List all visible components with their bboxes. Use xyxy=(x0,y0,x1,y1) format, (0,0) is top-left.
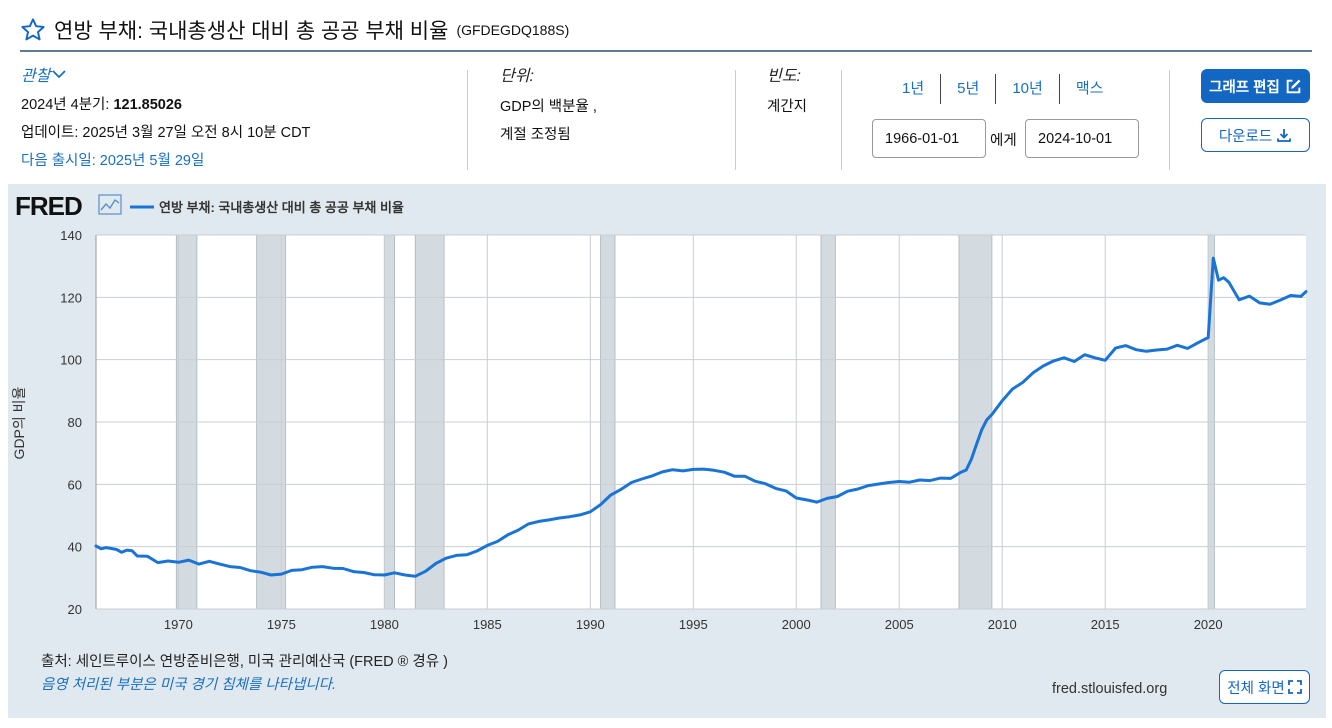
end-date-input[interactable] xyxy=(1025,119,1139,158)
frequency-label: 빈도: xyxy=(767,68,801,85)
download-icon xyxy=(1277,129,1292,142)
observation-period: 2024년 4분기: xyxy=(21,97,110,113)
y-tick-label: 80 xyxy=(68,415,82,430)
range-10y-button[interactable]: 10년 xyxy=(996,74,1060,104)
observation-value: 121.85026 xyxy=(113,97,182,113)
y-tick-label: 20 xyxy=(68,602,82,617)
divider xyxy=(1169,70,1170,170)
divider xyxy=(467,70,468,170)
legend-label: 연방 부채: 국내총생산 대비 총 공공 부채 비율 xyxy=(159,200,404,215)
x-tick-label: 1985 xyxy=(473,617,502,632)
download-button[interactable]: 다운로드 xyxy=(1201,118,1310,152)
edit-graph-label: 그래프 편집 xyxy=(1209,79,1280,96)
frequency-block: 빈도: 계간지 xyxy=(767,62,827,170)
y-axis-label: GDP의 비율 xyxy=(11,386,27,459)
y-tick-label: 120 xyxy=(60,290,82,305)
fred-url[interactable]: fred.stlouisfed.org xyxy=(1052,681,1168,697)
star-icon[interactable] xyxy=(20,17,46,43)
x-tick-label: 2015 xyxy=(1091,617,1120,632)
series-code: (GFDEGDQ188S) xyxy=(456,22,570,38)
chevron-down-icon xyxy=(52,70,67,79)
observation-label: 관찰 xyxy=(21,68,51,85)
y-tick-label: 100 xyxy=(60,353,82,368)
title-bar: 연방 부채: 국내총생산 대비 총 공공 부채 비율 (GFDEGDQ188S) xyxy=(20,10,1312,52)
x-tick-label: 2005 xyxy=(885,617,914,632)
next-release-link[interactable]: 다음 출시일: 2025년 5월 29일 xyxy=(21,153,205,169)
x-tick-label: 1980 xyxy=(370,617,399,632)
edit-graph-button[interactable]: 그래프 편집 xyxy=(1201,69,1310,103)
range-5y-button[interactable]: 5년 xyxy=(941,74,997,104)
units-block: 단위: GDP의 백분율 , 계절 조정됨 xyxy=(500,62,740,170)
latest-observation: 2024년 4분기: 121.85026 xyxy=(21,93,451,114)
x-tick-label: 2000 xyxy=(782,617,811,632)
range-max-button[interactable]: 맥스 xyxy=(1075,80,1104,97)
units-line1: GDP의 백분율 , xyxy=(500,99,597,115)
fred-logo: FRED xyxy=(15,191,82,221)
updated-date: 업데이트: 2025년 3월 27일 오전 8시 10분 CDT xyxy=(21,125,311,141)
start-date-input[interactable] xyxy=(872,119,986,158)
page-title: 연방 부채: 국내총생산 대비 총 공공 부채 비율 xyxy=(54,20,449,43)
fullscreen-icon xyxy=(1287,680,1302,694)
series-metadata: 관찰 2024년 4분기: 121.85026 업데이트: 2025년 3월 2… xyxy=(0,62,1332,174)
range-buttons: 1년 5년 10년 맥스 xyxy=(886,74,1119,104)
y-tick-label: 60 xyxy=(68,477,82,492)
y-tick-label: 140 xyxy=(60,228,82,243)
x-tick-label: 1975 xyxy=(267,617,296,632)
x-tick-label: 2020 xyxy=(1194,617,1223,632)
x-tick-label: 2010 xyxy=(988,617,1017,632)
units-line2: 계절 조정됨 xyxy=(500,127,571,143)
date-to-label: 에게 xyxy=(990,133,1017,149)
source-note: 출처: 세인트루이스 연방준비은행, 미국 관리예산국 (FRED ® 경유 ) xyxy=(41,654,448,670)
mini-chart-icon xyxy=(98,194,122,215)
divider xyxy=(841,70,842,170)
recession-note: 음영 처리된 부분은 미국 경기 침체를 나타냅니다. xyxy=(41,677,336,693)
fullscreen-button[interactable]: 전체 화면 xyxy=(1219,670,1310,704)
x-tick-label: 1990 xyxy=(576,617,605,632)
divider xyxy=(735,70,736,170)
units-label: 단위: xyxy=(500,68,534,85)
series-line xyxy=(94,256,1308,578)
range-1y-button[interactable]: 1년 xyxy=(886,74,942,104)
download-label: 다운로드 xyxy=(1218,128,1273,145)
fullscreen-label: 전체 화면 xyxy=(1227,680,1285,697)
edit-icon xyxy=(1286,79,1301,93)
x-tick-label: 1995 xyxy=(679,617,708,632)
observation-toggle[interactable]: 관찰 xyxy=(21,62,451,86)
observation-block: 관찰 2024년 4분기: 121.85026 업데이트: 2025년 3월 2… xyxy=(21,62,451,170)
chart-panel: 20 40 60 80 100 120 140 1970 1975 1980 1985 1990 19… xyxy=(8,184,1326,718)
x-tick-label: 1970 xyxy=(164,617,193,632)
frequency-value: 계간지 xyxy=(767,99,808,115)
chart-svg: 20 40 60 80 100 120 140 1970 1975 1980 1985 1990 19… xyxy=(11,191,1308,632)
y-tick-label: 40 xyxy=(68,540,82,555)
